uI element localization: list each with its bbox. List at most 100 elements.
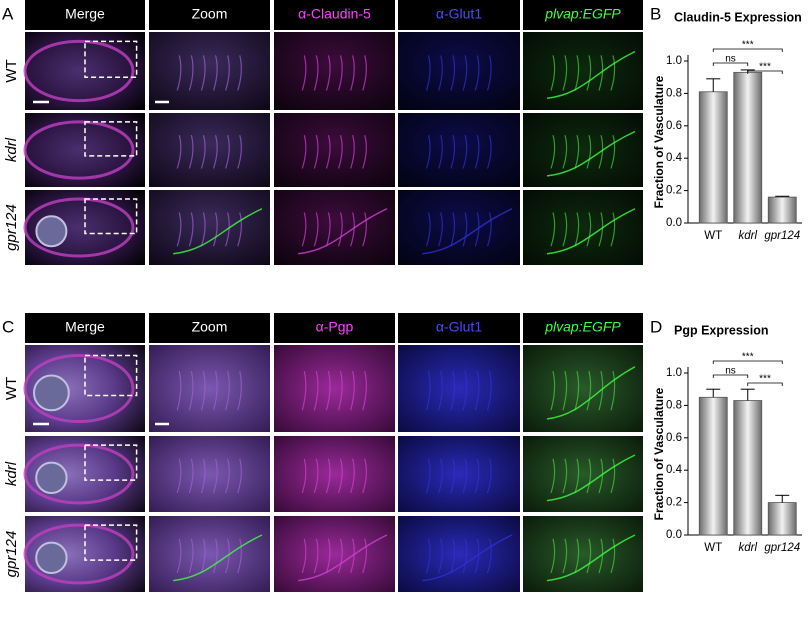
vessel — [425, 55, 431, 91]
micrograph — [398, 436, 520, 512]
vessel — [450, 212, 456, 247]
x-tick-label: kdrl — [738, 542, 757, 554]
vessel — [486, 370, 492, 411]
vessel — [301, 55, 307, 91]
vessel — [562, 538, 568, 574]
significance-bracket — [747, 382, 783, 386]
fish-head — [23, 443, 135, 505]
error-bar — [706, 78, 721, 92]
vessel — [486, 135, 492, 169]
y-tick-label: 0.4 — [666, 152, 683, 164]
vessel — [550, 458, 556, 494]
vessel — [474, 55, 480, 91]
vessel — [586, 212, 592, 247]
vessel — [438, 458, 443, 494]
vessel — [313, 212, 319, 247]
x-tick-label: gpr124 — [764, 542, 800, 554]
micrograph — [523, 516, 643, 592]
vessel — [176, 55, 182, 91]
vessel — [350, 135, 355, 169]
vessel — [550, 55, 556, 91]
vessel — [438, 538, 443, 574]
fish-head — [23, 353, 135, 424]
row-label: kdrl — [3, 461, 20, 486]
vessel — [550, 135, 556, 169]
error-bar — [706, 388, 721, 398]
vessel — [562, 135, 568, 169]
vessel — [422, 208, 513, 255]
vessel — [425, 135, 431, 169]
row-label: WT — [3, 377, 20, 400]
vessel — [225, 135, 230, 169]
vessel — [362, 370, 367, 411]
column-header-bg — [398, 313, 520, 343]
bar — [698, 91, 728, 224]
vessel — [301, 538, 307, 574]
vessel — [212, 135, 218, 169]
column-header: α-Pgp — [316, 319, 354, 335]
micrograph — [274, 32, 395, 110]
vessel — [462, 370, 468, 411]
vessel — [301, 370, 307, 411]
x-tick-label: WT — [704, 230, 722, 242]
micrograph — [149, 516, 270, 592]
vessel — [313, 370, 319, 411]
vessel — [362, 55, 367, 91]
vessel — [546, 454, 636, 502]
vessel — [610, 55, 616, 91]
vessel — [200, 458, 206, 494]
vessel — [237, 370, 242, 411]
vessel — [438, 135, 443, 169]
significance-bracket — [747, 70, 783, 74]
vessel — [425, 538, 431, 574]
micrograph — [398, 113, 520, 187]
column-header: plvap:EGFP — [544, 319, 621, 335]
vessel — [173, 534, 263, 582]
zoom-box — [84, 354, 138, 397]
column-header-bg — [149, 0, 270, 30]
vessel — [610, 135, 616, 169]
error-bar — [775, 195, 790, 198]
panel-letter: B — [650, 4, 661, 23]
micrograph — [398, 190, 520, 265]
vessel — [200, 135, 206, 169]
vessel — [325, 538, 331, 574]
significance-label: ns — [725, 366, 736, 377]
y-tick-label: 0.4 — [666, 464, 683, 476]
vessel — [325, 458, 331, 494]
y-tick-label: 1.0 — [666, 367, 682, 379]
zoom-box — [84, 524, 138, 561]
panel-letter: D — [650, 317, 662, 336]
vessel — [212, 370, 218, 411]
micrograph — [274, 190, 395, 265]
vessel — [298, 208, 388, 255]
vessel — [450, 135, 456, 169]
vessel — [574, 55, 580, 91]
vessel — [550, 538, 556, 574]
significance-label: *** — [759, 62, 771, 73]
vessel — [188, 370, 194, 411]
significance-bracket — [712, 374, 749, 378]
vessel — [325, 212, 331, 247]
fish-head — [23, 523, 135, 585]
vessel — [546, 366, 636, 420]
vessel — [325, 135, 331, 169]
vessel — [586, 135, 592, 169]
y-tick-label: 0.2 — [666, 497, 682, 509]
column-header: α-Glut1 — [436, 6, 482, 22]
vessel — [212, 538, 218, 574]
micrograph — [149, 436, 270, 512]
vessel — [188, 135, 194, 169]
vessel — [474, 370, 480, 411]
column-header: Zoom — [192, 6, 228, 22]
vessel — [610, 538, 616, 574]
significance-bracket — [712, 48, 783, 52]
column-header: α-Glut1 — [436, 319, 482, 335]
vessel — [325, 370, 331, 411]
vessel — [586, 538, 592, 574]
vessel — [200, 55, 206, 91]
bar — [733, 71, 763, 224]
vessel — [188, 55, 194, 91]
eye — [35, 215, 68, 248]
